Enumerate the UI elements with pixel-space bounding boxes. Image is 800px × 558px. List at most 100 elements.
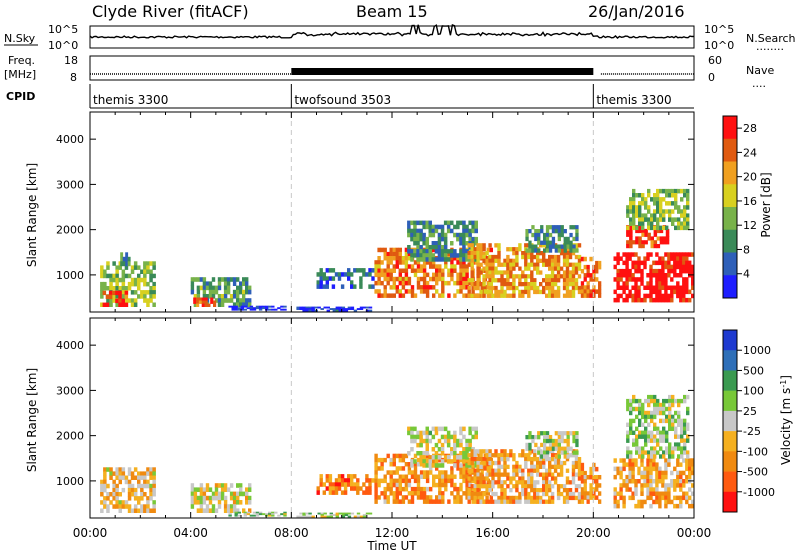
data-cell <box>428 232 432 238</box>
data-cell <box>647 193 651 198</box>
data-cell <box>557 232 561 238</box>
data-cell <box>468 430 472 436</box>
data-cell <box>470 262 474 267</box>
data-cell <box>395 491 399 496</box>
data-cell <box>543 248 547 253</box>
data-cell <box>283 514 287 517</box>
data-cell <box>476 274 480 279</box>
data-cell <box>637 470 641 476</box>
data-cell <box>673 289 677 295</box>
data-cell <box>441 478 445 484</box>
data-cell <box>401 466 406 471</box>
data-cell <box>438 264 442 269</box>
data-cell <box>659 217 663 222</box>
data-cell <box>419 257 423 262</box>
data-cell <box>371 276 375 281</box>
data-cell <box>682 256 686 261</box>
data-cell <box>193 300 197 304</box>
data-cell <box>679 487 683 492</box>
data-cell <box>574 472 579 477</box>
data-cell <box>115 281 119 287</box>
data-cell <box>450 276 454 282</box>
data-cell <box>341 309 346 312</box>
data-cell <box>245 487 249 492</box>
data-cell <box>691 252 695 257</box>
data-cell <box>568 488 573 493</box>
data-cell <box>435 499 439 504</box>
data-cell <box>401 268 406 273</box>
data-cell <box>443 232 448 238</box>
data-cell <box>560 435 564 440</box>
data-cell <box>568 254 573 260</box>
data-cell <box>389 256 393 261</box>
data-cell <box>545 262 549 267</box>
data-cell <box>489 466 493 471</box>
data-cell <box>328 490 333 495</box>
data-cell <box>121 504 126 509</box>
data-cell <box>462 253 466 258</box>
data-cell <box>485 488 489 493</box>
data-cell <box>271 305 275 308</box>
data-cell <box>302 309 306 312</box>
data-cell <box>220 294 225 299</box>
data-cell <box>673 264 677 270</box>
data-cell <box>133 281 138 287</box>
data-cell <box>649 503 653 509</box>
data-cell <box>640 297 644 303</box>
data-cell <box>540 240 544 245</box>
data-cell <box>334 482 339 487</box>
data-cell <box>462 459 466 464</box>
data-cell <box>353 482 357 487</box>
data-cell <box>470 457 474 462</box>
data-cell <box>512 289 516 295</box>
data-cell <box>629 450 633 455</box>
data-cell <box>488 293 492 298</box>
data-cell <box>404 276 409 282</box>
data-cell <box>462 220 466 226</box>
data-cell <box>638 406 642 412</box>
data-cell <box>676 260 680 266</box>
data-cell <box>641 244 645 249</box>
data-cell <box>530 251 534 256</box>
data-cell <box>198 297 202 301</box>
data-cell <box>226 285 231 291</box>
data-cell <box>395 453 399 459</box>
data-cell <box>512 282 516 287</box>
data-cell <box>503 282 507 287</box>
data-cell <box>431 245 436 250</box>
data-cell <box>540 229 544 234</box>
data-cell <box>133 302 138 307</box>
data-cell <box>419 455 423 460</box>
data-cell <box>459 438 463 444</box>
data-cell <box>497 484 501 489</box>
data-cell <box>441 280 445 286</box>
data-cell <box>395 260 399 265</box>
data-cell <box>416 236 420 242</box>
data-cell <box>401 280 406 286</box>
data-cell <box>456 272 460 278</box>
data-cell <box>482 258 486 263</box>
data-cell <box>598 289 602 294</box>
data-cell <box>537 450 541 455</box>
data-cell <box>658 273 662 278</box>
data-cell <box>628 458 632 463</box>
data-cell <box>474 478 478 484</box>
data-cell <box>232 495 237 501</box>
data-cell <box>655 491 659 496</box>
data-cell <box>468 457 472 463</box>
data-cell <box>536 491 540 497</box>
data-cell <box>665 225 669 231</box>
data-cell <box>395 482 399 488</box>
data-cell <box>435 466 439 471</box>
data-cell <box>118 492 122 497</box>
data-cell <box>518 468 522 473</box>
data-cell <box>557 225 561 230</box>
data-cell <box>232 508 237 513</box>
data-cell <box>428 224 432 230</box>
data-cell <box>679 293 683 299</box>
data-cell <box>556 472 561 477</box>
data-cell <box>229 508 234 513</box>
data-cell <box>530 457 534 462</box>
data-cell <box>649 264 653 270</box>
data-cell <box>545 488 549 493</box>
